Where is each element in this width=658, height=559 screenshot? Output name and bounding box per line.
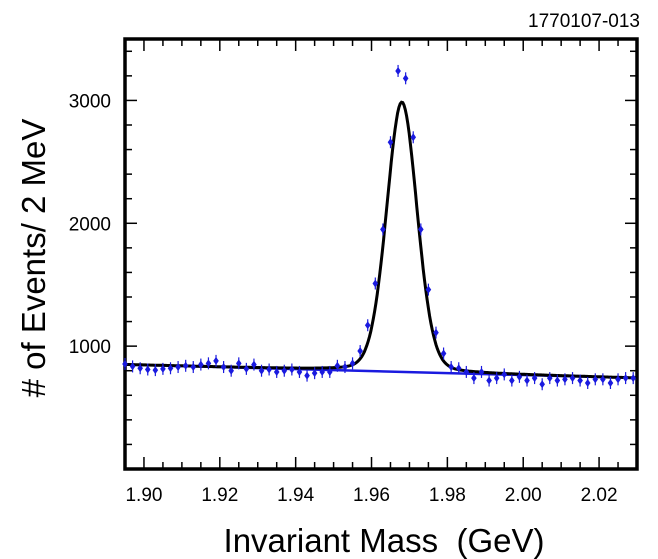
x-tick-label: 1.98 bbox=[429, 485, 466, 506]
x-axis: 1.90 1.92 1.94 1.96 1.98 2.00 2.02 bbox=[125, 39, 638, 506]
data-point bbox=[319, 367, 326, 376]
data-point bbox=[395, 66, 401, 75]
data-point bbox=[524, 376, 530, 385]
data-point bbox=[357, 347, 363, 356]
data-point bbox=[418, 225, 424, 234]
data-point bbox=[554, 376, 561, 385]
data-point bbox=[486, 376, 492, 385]
data-point bbox=[600, 375, 606, 384]
data-point bbox=[296, 367, 303, 376]
y-axis: 1000 2000 3000 bbox=[69, 50, 637, 446]
data-point bbox=[175, 363, 181, 372]
data-point bbox=[122, 359, 128, 368]
data-point bbox=[182, 361, 189, 370]
data-point bbox=[213, 356, 219, 365]
data-point bbox=[410, 133, 417, 142]
data-point bbox=[387, 138, 394, 147]
x-axis-title: Invariant Mass (GeV) bbox=[224, 522, 545, 559]
x-tick-label: 1.92 bbox=[201, 485, 238, 506]
data-point bbox=[433, 328, 439, 337]
data-point bbox=[463, 367, 470, 376]
x-tick-label: 1.94 bbox=[277, 485, 314, 506]
data-point bbox=[569, 374, 576, 383]
data-point bbox=[152, 366, 159, 375]
data-point bbox=[129, 362, 136, 371]
data-point bbox=[273, 367, 280, 376]
data-point bbox=[327, 367, 333, 376]
data-point bbox=[622, 374, 629, 383]
x-tick-label: 2.00 bbox=[505, 485, 542, 506]
x-tick-label: 1.90 bbox=[125, 485, 162, 506]
y-tick-label: 2000 bbox=[69, 214, 111, 235]
data-point bbox=[258, 366, 265, 375]
data-point bbox=[137, 364, 143, 373]
data-point bbox=[584, 379, 591, 387]
data-point bbox=[531, 374, 538, 383]
data-point bbox=[402, 74, 409, 83]
data-point bbox=[592, 375, 599, 384]
data-point bbox=[235, 359, 242, 368]
data-point bbox=[615, 375, 621, 384]
data-point bbox=[167, 364, 174, 373]
data-point bbox=[364, 321, 371, 330]
data-point bbox=[243, 364, 250, 373]
data-point bbox=[198, 360, 204, 369]
data-point bbox=[455, 364, 462, 373]
data-point bbox=[607, 379, 614, 387]
data-point bbox=[228, 366, 234, 375]
data-point bbox=[471, 374, 477, 383]
data-point bbox=[289, 365, 295, 374]
x-tick-label: 1.96 bbox=[353, 485, 390, 506]
data-point bbox=[342, 363, 348, 372]
data-point bbox=[425, 285, 432, 294]
data-point bbox=[509, 376, 515, 385]
data-point bbox=[334, 361, 341, 370]
data-point bbox=[380, 225, 386, 234]
data-point bbox=[440, 349, 447, 358]
data-point bbox=[372, 279, 379, 288]
y-axis-title: # of Events/ 2 MeV bbox=[15, 119, 52, 398]
data-point bbox=[304, 371, 310, 380]
data-point bbox=[630, 374, 637, 383]
data-point bbox=[516, 372, 523, 381]
y-tick-label: 3000 bbox=[69, 91, 111, 112]
data-point bbox=[501, 370, 508, 379]
data-point bbox=[448, 363, 454, 372]
plot-frame bbox=[123, 37, 639, 471]
x-tick-label: 2.02 bbox=[581, 485, 618, 506]
data-point bbox=[349, 359, 356, 368]
data-point bbox=[266, 365, 272, 374]
data-points bbox=[122, 64, 637, 391]
y-tick-label: 1000 bbox=[69, 337, 111, 358]
figure-id-label: 1770107-013 bbox=[528, 11, 640, 32]
signal-fit-curve bbox=[125, 100, 638, 380]
data-point bbox=[251, 360, 257, 369]
data-point bbox=[546, 374, 553, 383]
data-point bbox=[220, 363, 227, 372]
data-point bbox=[190, 363, 197, 372]
data-point bbox=[144, 365, 151, 374]
data-point bbox=[577, 376, 583, 385]
data-point bbox=[205, 359, 212, 368]
data-point bbox=[311, 369, 318, 378]
data-point bbox=[281, 366, 288, 375]
data-point bbox=[478, 367, 485, 376]
fit-curves bbox=[124, 100, 638, 380]
data-point bbox=[539, 380, 545, 389]
data-point bbox=[562, 375, 568, 384]
data-point bbox=[493, 374, 500, 383]
data-point bbox=[160, 364, 166, 373]
